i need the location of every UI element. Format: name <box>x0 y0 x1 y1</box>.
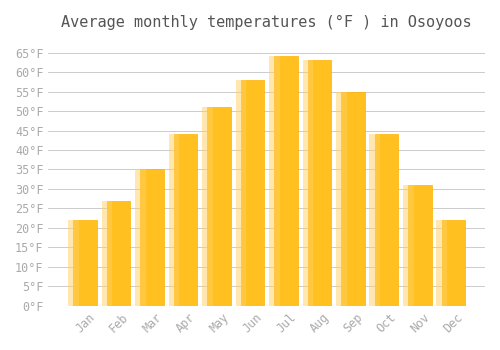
Bar <box>370 134 380 306</box>
Bar <box>302 61 313 306</box>
Bar <box>403 185 413 306</box>
Bar <box>342 92 364 306</box>
Bar <box>375 134 398 306</box>
Bar <box>208 107 231 306</box>
Bar <box>436 220 447 306</box>
Bar <box>168 134 179 306</box>
Bar <box>202 107 212 306</box>
Bar <box>269 56 280 306</box>
Bar <box>107 201 130 306</box>
Bar <box>236 80 246 306</box>
Bar <box>174 134 198 306</box>
Bar <box>274 56 298 306</box>
Bar <box>442 220 465 306</box>
Bar <box>408 185 432 306</box>
Bar <box>241 80 264 306</box>
Bar <box>68 220 79 306</box>
Bar <box>102 201 112 306</box>
Bar <box>308 61 331 306</box>
Bar <box>336 92 346 306</box>
Bar <box>74 220 97 306</box>
Bar <box>140 169 164 306</box>
Title: Average monthly temperatures (°F ) in Osoyoos: Average monthly temperatures (°F ) in Os… <box>62 15 472 30</box>
Bar <box>135 169 145 306</box>
